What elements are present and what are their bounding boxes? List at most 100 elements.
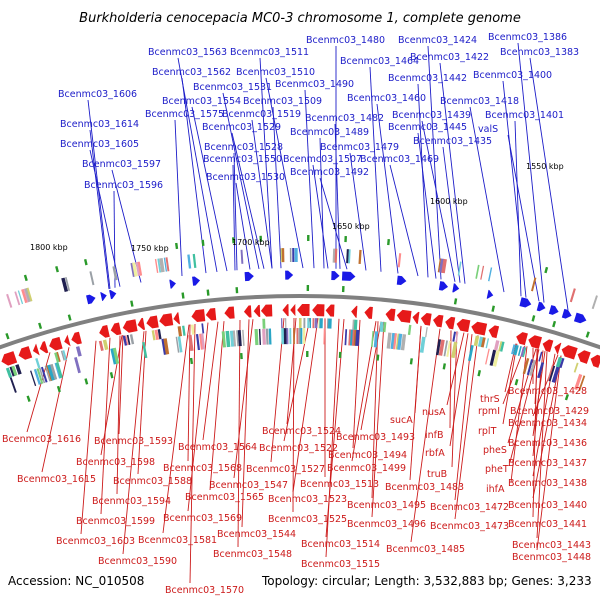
gc-tile: [538, 351, 543, 362]
label-connector: [532, 348, 538, 518]
tick-mark: [189, 357, 194, 365]
reverse-gene: [260, 304, 273, 317]
gc-tile: [294, 248, 298, 263]
reverse-gene: [325, 304, 335, 317]
reverse-gene: [191, 309, 206, 323]
label-connector: [189, 323, 196, 584]
label-connector: [417, 83, 429, 278]
label-connector: [454, 335, 479, 520]
reverse-gene: [122, 319, 138, 333]
label-connector: [100, 337, 111, 515]
gc-tile: [281, 328, 285, 345]
gene-label: Bcenmc03_1569: [163, 513, 242, 524]
label-connector: [536, 351, 548, 539]
gc-tile: [112, 347, 120, 364]
reverse-gene: [471, 321, 488, 336]
gene-label: Bcenmc03_1548: [213, 549, 292, 560]
gene-label: Bcenmc03_1400: [473, 70, 552, 81]
reverse-gene: [433, 314, 444, 328]
gene-label: thrS: [480, 394, 500, 405]
gene-label: Bcenmc03_1443: [512, 540, 591, 551]
label-connector: [325, 318, 340, 558]
gene-label: sucA: [390, 415, 413, 426]
gene-label: Bcenmc03_1464: [340, 56, 419, 67]
label-connectors: [26, 42, 569, 584]
gc-tile: [537, 362, 545, 379]
label-connector: [202, 321, 219, 441]
label-connector: [191, 106, 228, 272]
reverse-gene: [243, 305, 252, 318]
gc-tile: [30, 370, 37, 387]
gc-tile: [21, 289, 28, 304]
label-connector: [162, 324, 190, 534]
label-connector: [509, 349, 540, 463]
gc-tile: [511, 344, 516, 355]
gc-tile: [480, 337, 486, 348]
gene-label: Bcenmc03_1603: [56, 536, 135, 547]
gc-tile: [559, 357, 565, 369]
reverse-gene: [1, 351, 18, 366]
gc-tile: [591, 295, 598, 310]
forward-gene-labels: Bcenmc03_1480 Bcenmc03_1424 Bcenmc03_138…: [58, 32, 579, 191]
gene-label: Bcenmc03_1429: [510, 406, 589, 417]
label-connector: [371, 321, 379, 499]
reverse-gene: [282, 304, 289, 317]
gene-label: Bcenmc03_1437: [508, 458, 587, 469]
gc-tile: [475, 264, 480, 279]
gene-label: Bcenmc03_1523: [268, 494, 347, 505]
tick-mark: [376, 354, 380, 361]
gene-label: Bcenmc03_1422: [410, 52, 489, 63]
gc-tile: [555, 356, 563, 368]
scale-label-1750: 1750 kbp: [131, 244, 169, 253]
gene-label: Bcenmc03_1494: [328, 450, 407, 461]
gc-tile: [529, 359, 537, 376]
label-connector: [389, 164, 419, 277]
gene-label: nusA: [422, 407, 446, 418]
gc-tile: [157, 258, 162, 273]
scale-label-1650: 1650 kbp: [332, 222, 370, 231]
gene-label: Bcenmc03_1527: [246, 464, 325, 475]
reverse-gene: [71, 331, 82, 345]
gc-tile: [319, 318, 323, 329]
gene-label: Bcenmc03_1438: [508, 478, 587, 489]
gc-tile: [157, 329, 162, 340]
tick-mark: [83, 258, 88, 266]
gc-tile: [154, 329, 160, 340]
gc-tile: [188, 334, 194, 352]
scale-label-1700: 1700 kbp: [232, 238, 270, 247]
gene-label: Bcenmc03_1530: [206, 172, 285, 183]
gene-label: Bcenmc03_1485: [386, 544, 465, 555]
label-connector: [469, 106, 505, 293]
gc-tile: [334, 248, 338, 263]
label-connector: [222, 92, 260, 270]
gene-label: Bcenmc03_1511: [230, 47, 309, 58]
gc-tile: [163, 257, 168, 272]
gene-label: Bcenmc03_1386: [488, 32, 567, 43]
label-connector: [41, 347, 70, 473]
gc-tile: [11, 365, 18, 377]
gc-tile: [407, 324, 412, 335]
gc-tile: [200, 333, 206, 350]
gc-tile: [33, 368, 41, 385]
reverse-gene: [396, 309, 412, 323]
tick-mark: [240, 352, 243, 360]
gene-label: Bcenmc03_1519: [222, 109, 301, 120]
reverse-gene: [99, 324, 110, 338]
gc-tile: [112, 266, 118, 281]
reverse-gene: [159, 313, 174, 327]
gene-label: Bcenmc03_1544: [217, 529, 296, 540]
gc-tile: [441, 258, 447, 274]
reverse-gene: [32, 343, 40, 356]
gene-label: Bcenmc03_1513: [300, 479, 379, 490]
tick-track: [5, 235, 590, 402]
tick-mark: [491, 305, 495, 312]
gene-label: Bcenmc03_1479: [320, 142, 399, 153]
reverse-gene: [290, 304, 296, 317]
gc-tile: [499, 341, 505, 352]
gene-label: ihfA: [486, 484, 505, 495]
gc-tile: [531, 277, 537, 292]
gc-tile: [457, 261, 462, 276]
backbone-line: [0, 294, 600, 350]
gene-label: Bcenmc03_1401: [485, 110, 564, 121]
gc-tile: [488, 267, 493, 282]
